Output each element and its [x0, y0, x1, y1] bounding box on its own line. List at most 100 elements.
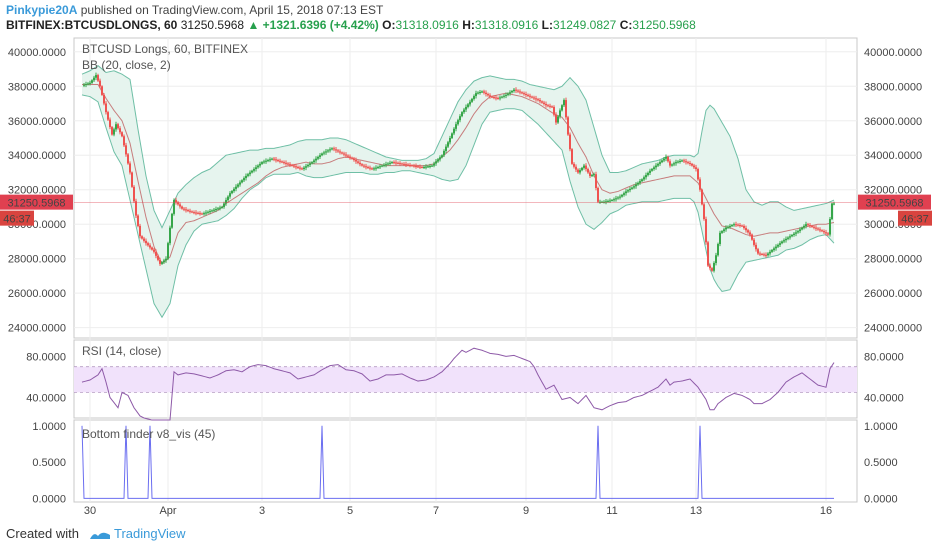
candle-body [229, 193, 231, 197]
candle-body [671, 164, 673, 166]
candle-body [431, 165, 433, 167]
candle-body [471, 98, 473, 102]
candle-body [769, 251, 771, 254]
candle-body [303, 167, 305, 170]
candle-body [393, 162, 395, 164]
candle-body [201, 213, 203, 215]
candle-body [639, 181, 641, 183]
candle-body [561, 105, 563, 111]
candle-body [543, 102, 545, 104]
candle-body [335, 149, 337, 151]
candle-body [491, 96, 493, 98]
candle-body [237, 184, 239, 187]
candle-body [721, 231, 723, 233]
author-link[interactable]: Pinkypie20A [6, 3, 78, 17]
candle-body [615, 198, 617, 200]
candle-body [141, 236, 143, 239]
candle-body [783, 240, 785, 242]
candle-body [501, 96, 503, 98]
candle-body [127, 154, 129, 164]
candle-body [451, 133, 453, 138]
candle-body [603, 201, 605, 203]
close-label: C: [619, 18, 633, 32]
price-change: ▲ +1321.6396 (+4.42%) [247, 18, 379, 32]
candle-body [175, 200, 177, 203]
candle-body [101, 86, 103, 95]
candle-body [655, 165, 657, 168]
x-tick-label: 30 [84, 505, 96, 517]
candle-body [577, 169, 579, 173]
candle-body [741, 225, 743, 227]
tradingview-logo-icon [89, 529, 111, 541]
candle-body [97, 75, 99, 81]
candle-body [489, 95, 491, 97]
candle-body [331, 148, 333, 150]
candle-body [407, 164, 409, 166]
candle-body [641, 179, 643, 182]
candle-body [695, 167, 697, 170]
candle-body [693, 165, 695, 168]
low-label: L: [541, 18, 553, 32]
y-tick-label-left: 26000.0000 [8, 288, 66, 300]
candle-body [635, 184, 637, 187]
candle-body [99, 80, 101, 87]
candle-body [729, 225, 731, 227]
candle-body [761, 253, 763, 255]
open-label: O: [382, 18, 396, 32]
candle-body [819, 229, 821, 231]
countdown-badge-left [0, 210, 34, 226]
candle-body [277, 160, 279, 162]
candle-body [803, 225, 805, 228]
chart-canvas[interactable]: 30 Apr 3 5 7 9 11 13 16 40000.0000 40000.0000 38000… [0, 0, 932, 520]
candle-body [637, 182, 639, 185]
low-value: 31249.0827 [552, 18, 617, 32]
candle-body [281, 161, 283, 163]
candle-body [143, 238, 145, 241]
candle-body [293, 165, 295, 167]
candle-body [437, 159, 439, 162]
candle-body [765, 254, 767, 256]
candle-body [361, 164, 363, 166]
main-pane-title: BTCUSD Longs, 60, BITFINEX [82, 42, 248, 56]
candle-body [171, 213, 173, 228]
candle-body [147, 243, 149, 246]
candle-body [593, 174, 595, 176]
candle-body [509, 92, 511, 94]
candle-body [725, 227, 727, 230]
rsi-y-tick-left: 80.0000 [26, 351, 66, 363]
candle-body [337, 150, 339, 152]
candle-body [313, 160, 315, 163]
bottom-finder-line [81, 425, 834, 499]
candle-body [243, 178, 245, 181]
candle-body [95, 75, 97, 78]
candle-body [597, 188, 599, 202]
candle-body [793, 233, 795, 235]
candle-body [111, 127, 113, 135]
candle-body [505, 94, 507, 96]
candle-body [379, 166, 381, 168]
candle-body [583, 165, 585, 168]
symbol-info: BITFINEX:BTCUSDLONGS, 60 31250.5968 ▲ +1… [6, 18, 696, 32]
y-tick-label-left: 32000.0000 [8, 185, 66, 197]
candle-body [199, 213, 201, 215]
countdown-badge-right [898, 210, 932, 226]
candle-body [153, 249, 155, 252]
candle-body [191, 211, 193, 213]
tradingview-brand[interactable]: TradingView [114, 526, 186, 541]
candle-body [323, 152, 325, 154]
candle-body [187, 210, 189, 212]
candle-body [511, 91, 513, 93]
candle-body [675, 162, 677, 164]
last-price: 31250.5968 [180, 18, 245, 32]
bottom-y-tick-left: 0.5000 [32, 457, 66, 469]
candle-body [409, 164, 411, 166]
candle-body [193, 212, 195, 214]
candle-body [425, 166, 427, 168]
candle-body [599, 201, 601, 203]
countdown-label-right: 46:37 [901, 214, 929, 226]
candle-body [305, 166, 307, 168]
candle-body [751, 234, 753, 240]
y-tick-label-left: 34000.0000 [8, 150, 66, 162]
candle-body [239, 182, 241, 185]
candle-body [363, 165, 365, 167]
